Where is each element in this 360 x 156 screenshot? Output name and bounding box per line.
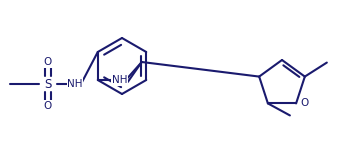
Text: NH: NH [67, 79, 83, 89]
Text: S: S [44, 78, 52, 90]
Text: O: O [300, 98, 309, 108]
Text: NH: NH [112, 75, 127, 85]
Text: O: O [44, 57, 52, 67]
Text: O: O [44, 101, 52, 111]
